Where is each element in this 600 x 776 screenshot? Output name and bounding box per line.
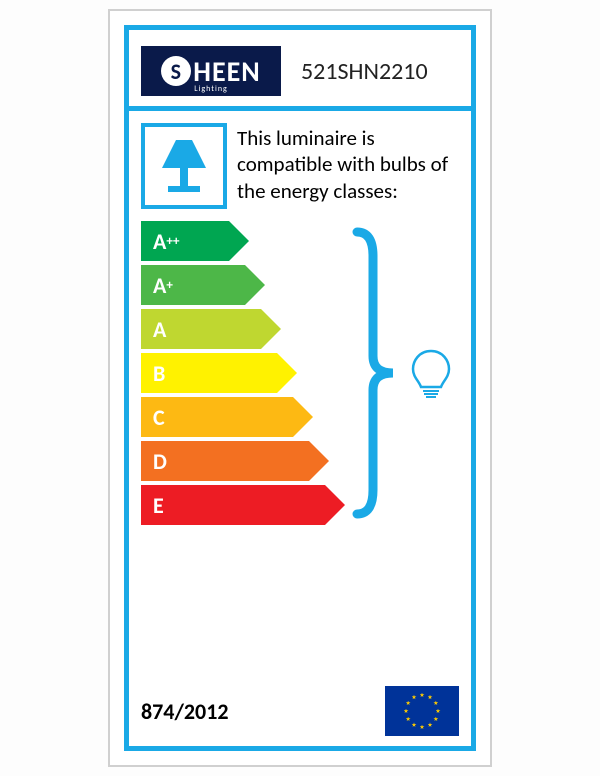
bulb-column [403, 221, 459, 525]
brace-column [347, 221, 403, 525]
lamp-icon [154, 136, 214, 196]
energy-class-row: A++ [141, 221, 347, 261]
arrow-tip [277, 353, 297, 393]
brand-badge: SHEEN Lighting [141, 46, 281, 96]
arrow-tip [245, 265, 265, 305]
eu-star [428, 695, 433, 700]
energy-classes-section: A++A+ABCDE [129, 217, 471, 678]
bulb-icon [403, 345, 459, 401]
energy-class-row: B [141, 353, 347, 393]
eu-star [420, 725, 425, 730]
energy-class-row: E [141, 485, 347, 525]
energy-class-arrow: E [141, 485, 325, 525]
energy-class-row: D [141, 441, 347, 481]
lamp-icon-box [141, 123, 227, 209]
arrow-tip [325, 485, 345, 525]
eu-star [406, 701, 411, 706]
header-row: SHEEN Lighting 521SHN2210 [129, 30, 471, 106]
eu-star [412, 695, 417, 700]
energy-class-arrow: A [141, 309, 261, 349]
energy-class-arrow: D [141, 441, 309, 481]
eu-star [412, 722, 417, 727]
eu-star [420, 693, 425, 698]
regulation-number: 874/2012 [141, 698, 229, 725]
energy-class-arrow: A++ [141, 221, 229, 261]
brand-initial: S [161, 56, 191, 86]
arrow-tip [261, 309, 281, 349]
energy-label-outer: SHEEN Lighting 521SHN2210 This luminaire… [108, 9, 492, 767]
info-row: This luminaire is compatible with bulbs … [129, 111, 471, 217]
energy-class-row: C [141, 397, 347, 437]
eu-star [406, 717, 411, 722]
eu-star [433, 701, 438, 706]
energy-arrows-column: A++A+ABCDE [141, 221, 347, 678]
energy-class-arrow: B [141, 353, 277, 393]
energy-class-arrow: A+ [141, 265, 245, 305]
footer-row: 874/2012 [129, 678, 471, 746]
eu-star [436, 709, 441, 714]
bracket-icon [351, 226, 399, 520]
arrow-tip [309, 441, 329, 481]
eu-star [433, 717, 438, 722]
energy-class-row: A [141, 309, 347, 349]
energy-class-row: A+ [141, 265, 347, 305]
eu-flag [385, 686, 459, 736]
eu-star [404, 709, 409, 714]
brand-subtext: Lighting [141, 84, 281, 94]
eu-star [428, 722, 433, 727]
energy-class-arrow: C [141, 397, 293, 437]
energy-label-frame: SHEEN Lighting 521SHN2210 This luminaire… [124, 25, 476, 751]
arrow-tip [293, 397, 313, 437]
model-code: 521SHN2210 [301, 57, 428, 86]
arrow-tip [229, 221, 249, 261]
info-text: This luminaire is compatible with bulbs … [237, 123, 459, 209]
